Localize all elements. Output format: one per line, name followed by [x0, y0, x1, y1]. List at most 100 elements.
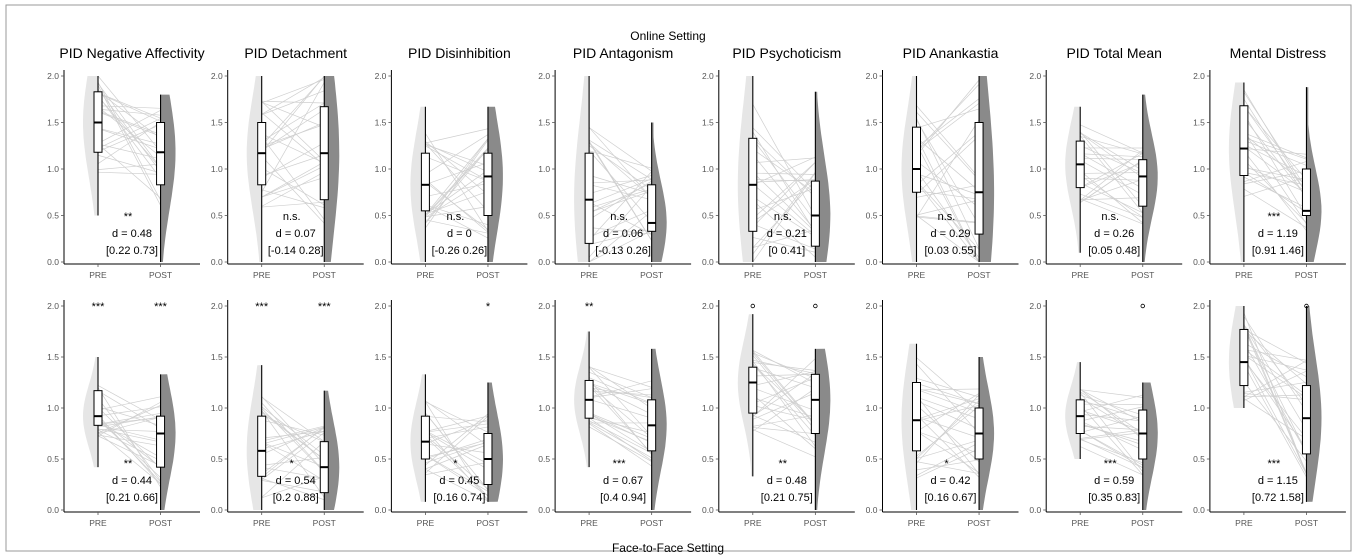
effect-size-label: d = 0.54: [276, 475, 316, 487]
pair-line: [261, 480, 325, 493]
confidence-interval-label: [0.16 0.67]: [925, 492, 977, 504]
pair-line: [916, 111, 980, 181]
post-violin: [1142, 94, 1158, 262]
x-tick-label: PRE: [89, 518, 107, 528]
effect-size-label: d = 0.59: [1094, 475, 1134, 487]
pair-line: [588, 420, 652, 454]
pair-line: [588, 209, 652, 238]
y-tick-label: 0.5: [538, 454, 550, 464]
y-tick-label: 0.0: [866, 257, 878, 267]
pair-line: [1080, 177, 1143, 181]
y-tick-label: 2.0: [47, 71, 59, 81]
pair-line: [588, 371, 652, 398]
pair-line: [425, 400, 489, 446]
pre-box: [1239, 328, 1249, 387]
pair-line: [97, 121, 161, 164]
pair-line: [916, 395, 980, 475]
pair-line: [425, 138, 489, 215]
panel-title: PID Anankastia: [903, 45, 999, 61]
post-box: [810, 373, 820, 434]
pair-line: [1243, 326, 1307, 475]
post-outlier-point: [1304, 303, 1309, 309]
pair-line: [916, 118, 980, 249]
pair-line: [752, 392, 816, 420]
y-tick-label: 0.5: [866, 211, 878, 221]
post-box: [974, 122, 984, 235]
pair-line: [97, 419, 161, 478]
pair-line: [1080, 389, 1143, 398]
pre-violin: [1065, 362, 1081, 459]
pair-line: [916, 216, 980, 224]
pre-violin: [574, 331, 590, 468]
significance-label: ***: [1104, 458, 1118, 470]
pair-line: [589, 228, 652, 245]
y-tick-label: 2.0: [211, 71, 223, 81]
effect-size-label: d = 0.67: [603, 475, 643, 487]
post-outlier-point: [813, 303, 818, 309]
x-tick-label: POST: [640, 270, 663, 280]
pair-line: [916, 430, 980, 474]
pair-line: [1243, 139, 1307, 166]
confidence-interval-label: [-0.26 0.26]: [432, 245, 488, 257]
pre-box: [748, 366, 758, 414]
pair-line: [261, 189, 325, 209]
significance-label: n.s.: [1101, 211, 1119, 223]
pair-line: [588, 426, 652, 462]
y-tick-label: 0.5: [702, 211, 714, 221]
pair-line: [97, 143, 161, 199]
pair-line: [261, 457, 325, 466]
pair-line: [261, 101, 325, 162]
pair-line: [752, 131, 816, 234]
confidence-interval-label: [0.22 0.73]: [106, 245, 158, 257]
pre-box: [1239, 105, 1249, 177]
pair-line: [97, 385, 161, 421]
pair-line: [261, 466, 325, 479]
pair-line: [752, 200, 816, 258]
y-tick-label: 1.0: [866, 164, 878, 174]
pair-line: [752, 429, 816, 458]
y-tick-label: 1.5: [375, 118, 387, 128]
panel-1-2: PID Detachment 0.0 0.5 1.0 1.5 2.0 PRE POST n.s.…: [211, 45, 364, 280]
pair-line: [261, 124, 325, 147]
significance-label: ***: [1267, 458, 1281, 470]
pair-line: [1243, 394, 1307, 398]
y-tick-label: 0.5: [1193, 454, 1205, 464]
y-tick-label: 1.0: [47, 403, 59, 413]
pair-line: [916, 215, 980, 223]
panel-2-7: 0.0 0.5 1.0 1.5 2.0 PRE POST *** d = 0.59 [0.35 0…: [1029, 300, 1183, 528]
pair-line: [97, 96, 161, 169]
pair-line: [261, 396, 325, 465]
pair-line: [588, 422, 652, 459]
y-tick-label: 1.5: [47, 118, 59, 128]
y-tick-label: 1.5: [866, 118, 878, 128]
top-setting-label: Online Setting: [630, 29, 705, 43]
y-tick-label: 1.0: [1193, 164, 1205, 174]
pair-line: [1080, 193, 1143, 218]
pair-line: [916, 430, 980, 454]
pair-line: [425, 431, 489, 470]
pair-line: [261, 406, 325, 456]
y-tick-label: 1.0: [1193, 403, 1205, 413]
panel-2-6: 0.0 0.5 1.0 1.5 2.0 PRE POST * d = 0.42 [0.16 0.6…: [866, 300, 1019, 528]
pair-line: [1243, 381, 1307, 393]
pair-line: [97, 163, 161, 171]
significance-label: n.s.: [283, 211, 301, 223]
pair-line: [425, 454, 489, 496]
pair-line: [588, 413, 652, 444]
effect-size-label: d = 0.48: [767, 475, 807, 487]
pair-line: [916, 394, 980, 464]
significance-label: *: [944, 458, 949, 470]
pair-line: [916, 108, 980, 129]
pair-line: [916, 448, 980, 479]
pair-line: [425, 415, 488, 423]
y-tick-label: 0.0: [702, 257, 714, 267]
confidence-interval-label: [-0.13 0.26]: [595, 245, 651, 257]
significance-label: *: [453, 458, 458, 470]
pair-line: [425, 423, 489, 433]
y-tick-label: 1.0: [1029, 403, 1041, 413]
pair-line: [916, 131, 980, 186]
y-tick-label: 0.0: [375, 505, 387, 515]
pair-line: [97, 414, 161, 485]
x-tick-label: POST: [476, 270, 499, 280]
